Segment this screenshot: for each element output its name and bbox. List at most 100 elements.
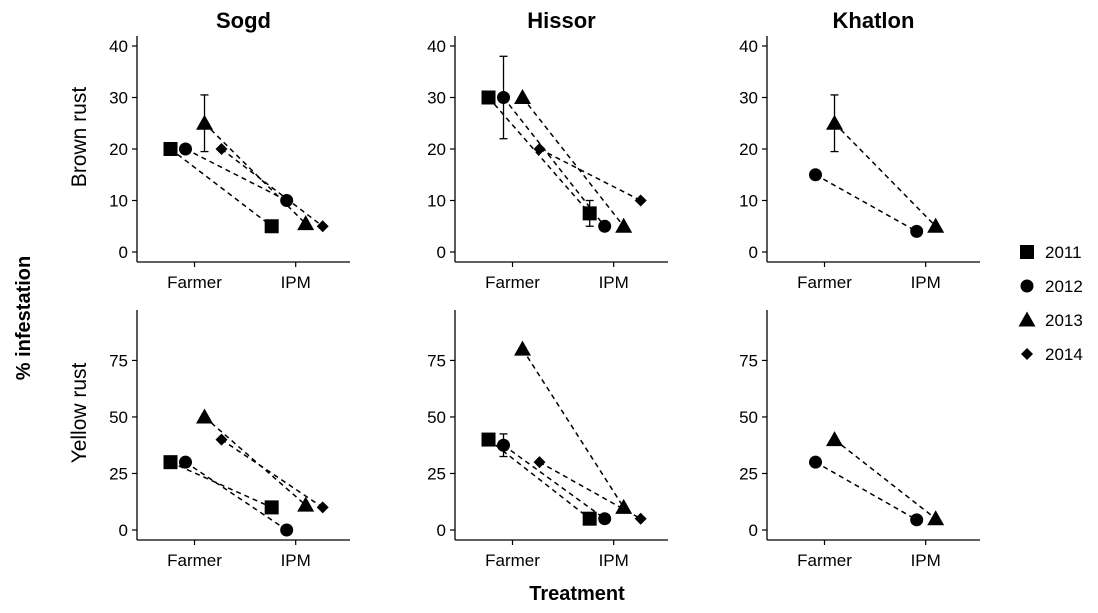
y-tick-label: 25 (427, 464, 446, 483)
y-tick-label: 75 (109, 351, 128, 370)
series-line-2014 (221, 148, 324, 227)
y-tick-label: 40 (739, 37, 758, 56)
x-tick-label: Farmer (167, 551, 222, 570)
point-2011-ipm (582, 511, 597, 526)
point-2012-farmer (809, 455, 823, 469)
series-line-2012 (815, 461, 918, 521)
facet-title-hissor: Hissor (527, 8, 596, 33)
point-2014-farmer (533, 456, 546, 469)
facet-title-sogd: Sogd (216, 8, 271, 33)
point-2013-farmer (514, 340, 532, 356)
y-tick-label: 10 (739, 192, 758, 211)
y-tick-label: 30 (427, 89, 446, 108)
series-line-2011 (170, 461, 272, 509)
x-tick-label: Farmer (485, 551, 540, 570)
row-label-brown-rust: Brown rust (68, 87, 91, 188)
legend-label-2012: 2012 (1045, 277, 1083, 296)
series-line-2013 (204, 416, 307, 506)
point-2013-farmer (514, 89, 532, 104)
series-line-2012 (503, 444, 606, 520)
y-tick-label: 40 (109, 37, 128, 56)
y-tick-label: 0 (749, 243, 758, 262)
x-tick-label: Farmer (485, 273, 540, 292)
legend-marker-2012 (1020, 279, 1034, 293)
x-tick-label: IPM (281, 551, 311, 570)
point-2011-farmer (163, 455, 178, 470)
x-tick-label: Farmer (797, 551, 852, 570)
y-tick-label: 10 (109, 192, 128, 211)
y-tick-label: 25 (109, 464, 128, 483)
series-line-2012 (502, 97, 606, 227)
y-tick-label: 20 (427, 140, 446, 159)
point-2013-ipm (615, 217, 633, 233)
point-2011-farmer (163, 142, 178, 156)
y-tick-label: 10 (427, 192, 446, 211)
series-line-2012 (185, 148, 288, 202)
series-line-2011 (487, 97, 591, 214)
point-2013-farmer (196, 408, 214, 424)
point-2013-ipm (615, 498, 633, 514)
point-2011-ipm (264, 219, 279, 234)
point-2014-ipm (316, 220, 329, 233)
y-tick-label: 25 (739, 464, 758, 483)
legend-marker-2011 (1020, 245, 1034, 259)
series-line-2013 (833, 122, 937, 227)
y-tick-label: 20 (739, 140, 758, 159)
y-tick-label: 30 (109, 89, 128, 108)
x-tick-label: Farmer (167, 273, 222, 292)
y-tick-label: 50 (427, 408, 446, 427)
y-tick-label: 0 (749, 521, 758, 540)
series-line-2014 (539, 461, 642, 520)
point-2011-farmer (481, 432, 496, 447)
x-tick-label: Farmer (797, 273, 852, 292)
series-line-2012 (815, 174, 918, 233)
y-tick-label: 50 (739, 408, 758, 427)
point-2013-farmer (196, 114, 214, 130)
series-line-2013 (521, 97, 625, 227)
point-2013-ipm (927, 217, 945, 233)
point-2014-ipm (316, 501, 329, 514)
series-line-2011 (488, 438, 591, 520)
legend-marker-2014 (1021, 348, 1033, 360)
x-tick-label: IPM (911, 551, 941, 570)
y-axis-title: % infestation (13, 256, 35, 380)
y-tick-label: 0 (437, 243, 446, 262)
point-2012-ipm (910, 513, 924, 527)
y-tick-label: 0 (119, 521, 128, 540)
legend-label-2014: 2014 (1045, 345, 1083, 364)
point-2012-farmer (809, 168, 823, 182)
point-2012-ipm (598, 512, 612, 526)
series-line-2014 (539, 148, 642, 202)
y-tick-label: 40 (427, 37, 446, 56)
series-line-2014 (221, 438, 324, 509)
point-2011-ipm (582, 206, 597, 221)
series-line-2013 (521, 348, 625, 508)
legend-label-2011: 2011 (1045, 243, 1082, 262)
point-2013-farmer (826, 431, 844, 447)
x-axis-title: Treatment (529, 583, 625, 605)
point-2011-farmer (481, 90, 496, 105)
x-tick-label: IPM (911, 273, 941, 292)
point-2013-farmer (826, 114, 844, 130)
y-tick-label: 20 (109, 140, 128, 159)
x-tick-label: IPM (599, 273, 629, 292)
y-tick-label: 50 (109, 408, 128, 427)
series-line-2011 (170, 148, 273, 227)
y-tick-label: 0 (437, 521, 446, 540)
point-2014-farmer (215, 143, 228, 155)
point-2014-ipm (634, 512, 647, 525)
series-line-2012 (185, 461, 288, 531)
point-2012-farmer (497, 91, 511, 104)
y-tick-label: 75 (427, 351, 446, 370)
point-2013-ipm (927, 510, 945, 526)
point-2013-ipm (297, 496, 315, 512)
point-2012-ipm (910, 224, 924, 238)
point-2012-farmer (179, 142, 193, 156)
facet-title-khatlon: Khatlon (833, 8, 915, 33)
point-2014-farmer (533, 143, 546, 155)
point-2012-farmer (179, 455, 193, 469)
y-tick-label: 75 (739, 351, 758, 370)
legend-marker-2013 (1018, 311, 1036, 327)
